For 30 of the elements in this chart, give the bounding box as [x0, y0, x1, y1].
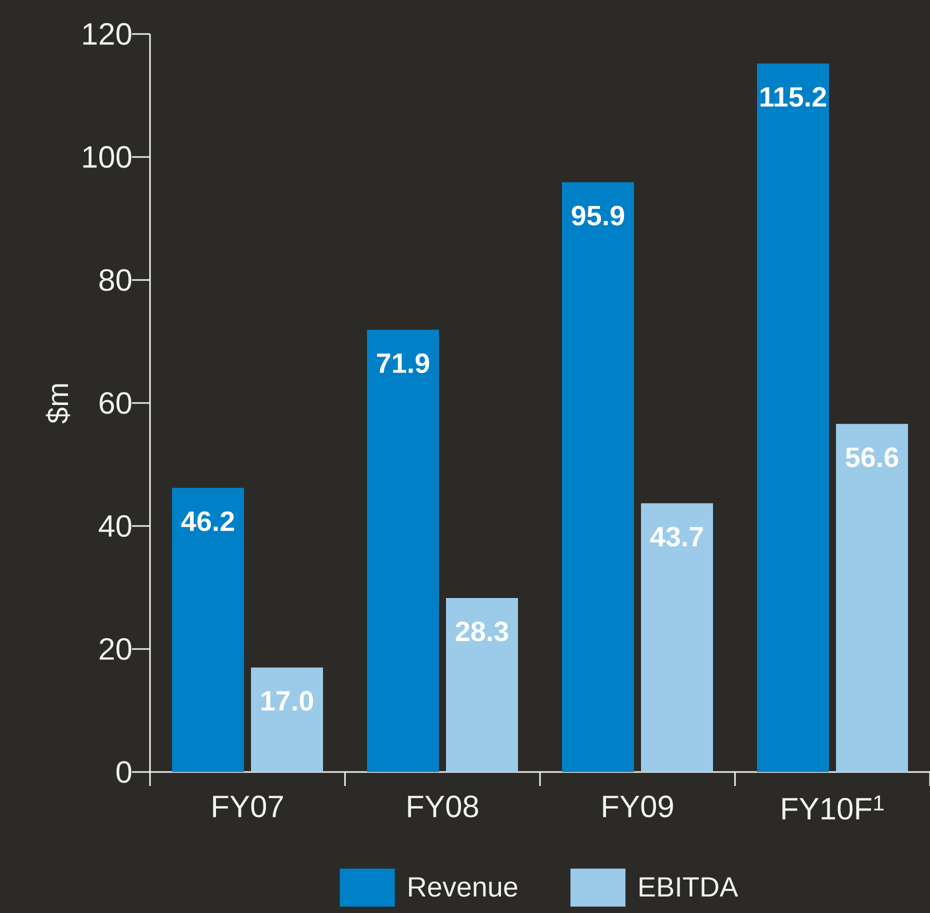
- legend-label: EBITDA: [640, 877, 738, 897]
- y-tick-label: 40: [98, 515, 132, 537]
- bar: [251, 667, 324, 772]
- bar: [836, 424, 908, 772]
- legend-label: Revenue: [409, 877, 518, 897]
- y-tick-label: 20: [100, 638, 132, 660]
- bar: [172, 488, 244, 772]
- bar: [562, 182, 634, 772]
- data-label: 43.7: [650, 526, 703, 547]
- x-tick-label: FY10F$^{1}$: [782, 796, 884, 820]
- y-tick-label: 120: [83, 23, 132, 45]
- data-label: 95.9: [572, 206, 624, 226]
- y-tick-label: 100: [83, 146, 132, 168]
- x-tick-label: FY07: [213, 796, 283, 818]
- y-tick-label: 60: [100, 392, 132, 414]
- y-tick-label: 80: [99, 269, 132, 291]
- bar: [367, 330, 440, 772]
- data-label: 28.3: [456, 621, 508, 642]
- bar: [446, 598, 518, 772]
- data-label: 46.2: [181, 511, 234, 532]
- bar: [757, 64, 830, 772]
- data-label: 56.6: [846, 447, 898, 468]
- bar: [641, 503, 714, 772]
- x-tick-label: FY08: [408, 796, 478, 818]
- x-tick-label: FY09: [603, 796, 673, 818]
- y-axis-title: $m: [46, 384, 70, 424]
- y-tick-label: 0: [116, 761, 132, 783]
- data-label: 115.2: [760, 87, 826, 107]
- data-label: 17.0: [262, 690, 314, 711]
- data-label: 71.9: [377, 353, 430, 374]
